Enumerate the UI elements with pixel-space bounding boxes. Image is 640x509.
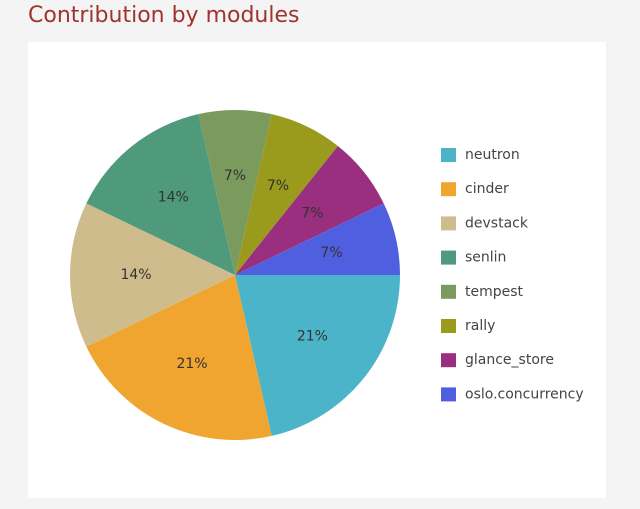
slice-label: 21% (297, 329, 328, 345)
legend-label: cinder (465, 181, 509, 197)
legend-swatch (441, 182, 456, 197)
slice-label: 7% (224, 168, 246, 184)
pie-slice (235, 114, 338, 275)
pie-slice (69, 203, 235, 347)
chart-title: Contribution by modules (28, 3, 299, 28)
legend-label: glance_store (465, 352, 554, 368)
legend-swatch (441, 353, 456, 368)
slice-label: 7% (267, 178, 289, 194)
legend-label: oslo.concurrency (465, 386, 584, 402)
legend-label: rally (465, 318, 495, 334)
legend-label: tempest (465, 284, 524, 300)
slice-label: 14% (120, 267, 151, 283)
pie-slice (198, 110, 272, 275)
pie-slice (86, 275, 272, 440)
legend-swatch (441, 216, 456, 231)
pie-slice (235, 275, 400, 436)
legend-label: devstack (465, 215, 529, 231)
legend-swatch (441, 250, 456, 265)
pie-slice (235, 203, 400, 275)
legend-label: senlin (465, 250, 506, 266)
slice-label: 7% (320, 245, 342, 261)
pie-slice (235, 145, 384, 275)
slice-label: 7% (301, 205, 323, 221)
slice-label: 21% (176, 356, 207, 372)
legend-label: neutron (465, 147, 520, 163)
legend-swatch (441, 319, 456, 333)
legend-swatch (441, 284, 456, 299)
pie-slice (86, 114, 235, 275)
slice-label: 14% (158, 190, 189, 206)
legend-swatch (441, 148, 456, 162)
legend-swatch (441, 387, 456, 402)
